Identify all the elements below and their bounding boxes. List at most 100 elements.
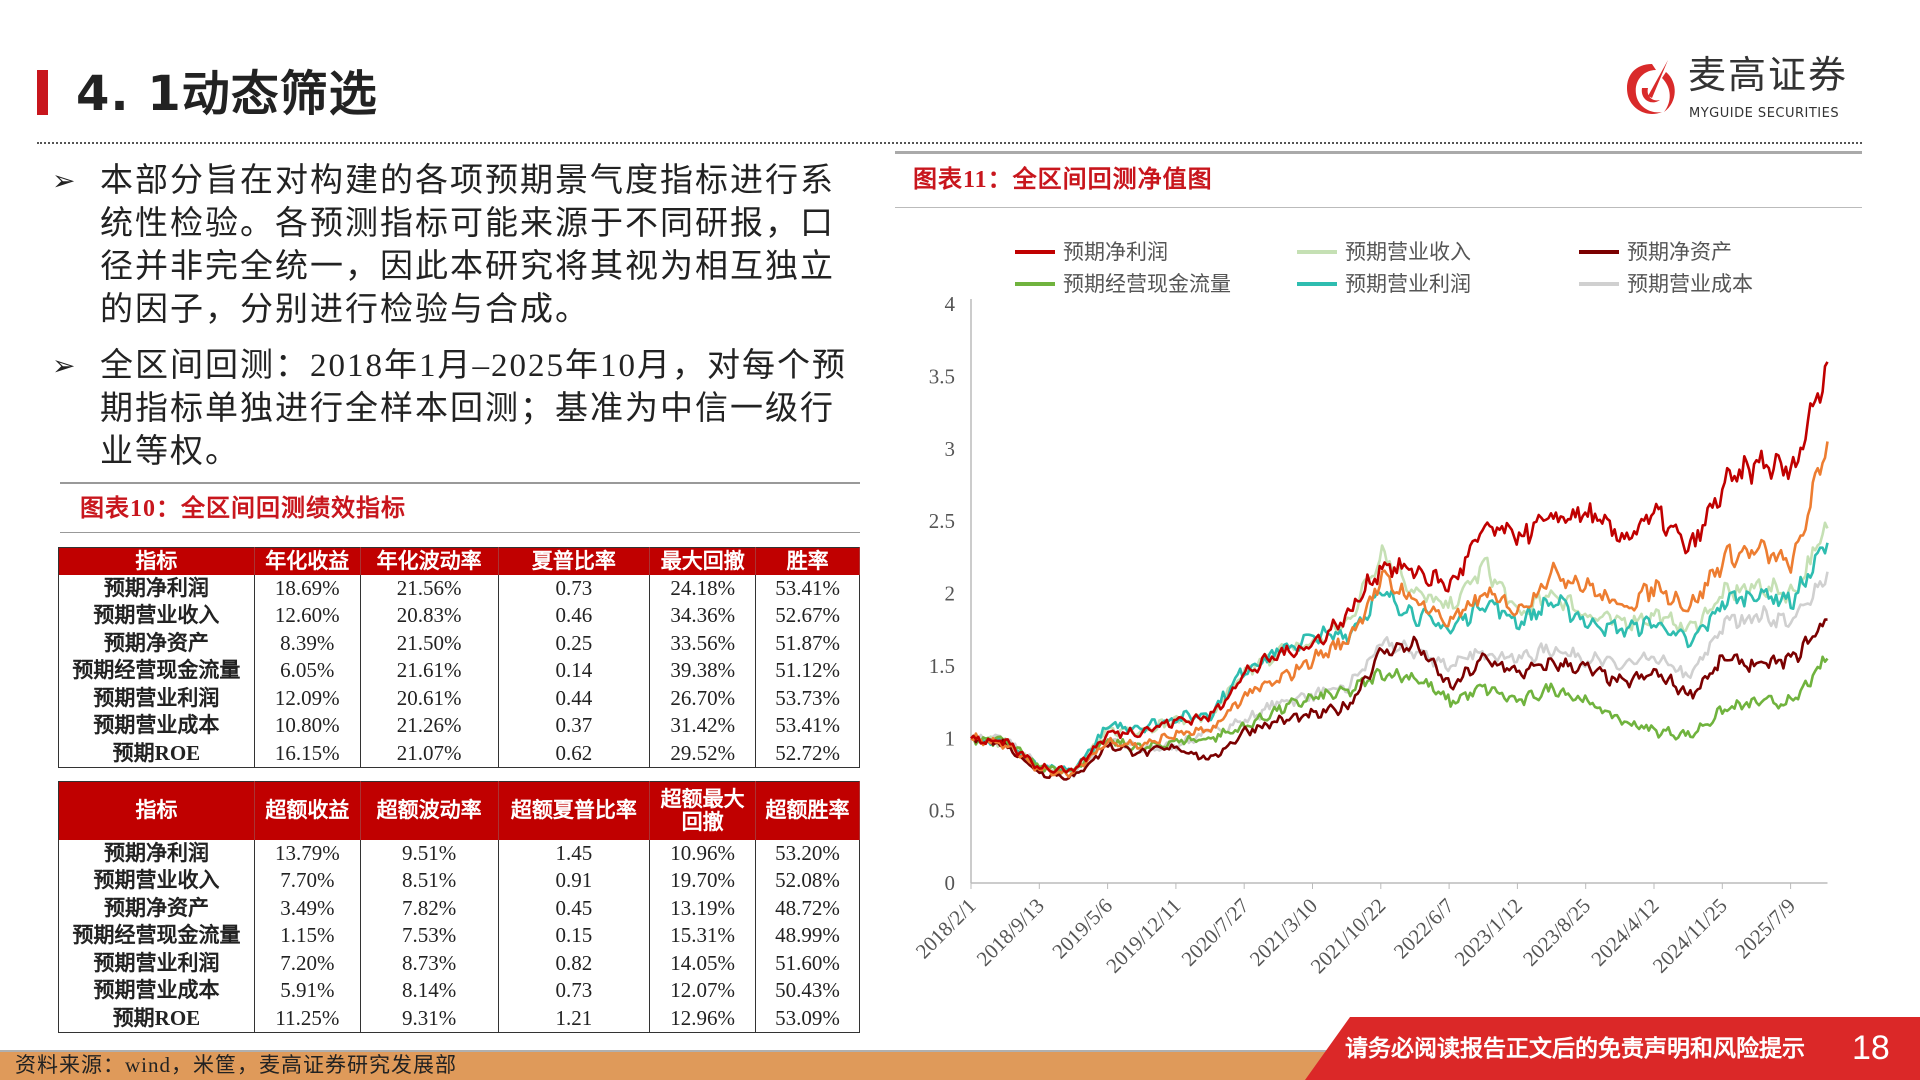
legend-swatch [1579, 282, 1619, 286]
x-tick-label: 2021/10/22 [1306, 894, 1391, 979]
column-header: 超额收益 [254, 781, 361, 840]
table-row: 预期营业利润 12.09% 20.61% 0.44 26.70% 53.73% [58, 684, 860, 712]
table-cell: 1.45 [498, 839, 651, 867]
table-cell: 0.44 [498, 684, 651, 712]
table-cell: 51.12% [755, 657, 860, 685]
series-line [970, 618, 1828, 781]
table-cell: 29.52% [649, 739, 757, 767]
legend-label: 预期经营现金流量 [1063, 272, 1231, 296]
table-cell: 1.21 [498, 1004, 651, 1032]
table-cell: 8.73% [360, 949, 499, 977]
divider [60, 482, 860, 484]
table-cell: 20.61% [360, 684, 499, 712]
legend-swatch [1297, 250, 1337, 254]
legend-item: 预期营业收入 [1297, 240, 1471, 264]
table-cell: 8.51% [360, 867, 499, 895]
table-cell: 9.51% [360, 839, 499, 867]
series-line [970, 542, 1829, 773]
row-label: 预期营业利润 [58, 949, 255, 977]
table-cell: 12.07% [649, 977, 757, 1005]
row-label: 预期经营现金流量 [58, 922, 255, 950]
table-header-row: 指标 超额收益 超额波动率 超额夏普比率 超额最大回撤 超额胜率 [58, 781, 860, 840]
x-tick-label: 2022/6/7 [1389, 894, 1459, 964]
y-tick-label: 1 [945, 726, 956, 750]
table-cell: 0.37 [498, 712, 651, 740]
table-cell: 48.72% [755, 894, 860, 922]
legend-item: 预期经营现金流量 [1015, 272, 1231, 296]
table-cell: 53.41% [755, 574, 860, 602]
table-row: 预期净利润 13.79% 9.51% 1.45 10.96% 53.20% [58, 839, 860, 867]
x-tick-label: 2023/8/25 [1518, 894, 1595, 971]
row-label: 预期营业成本 [58, 977, 255, 1005]
column-header: 超额波动率 [360, 781, 499, 840]
performance-table: 指标 年化收益 年化波动率 夏普比率 最大回撤 胜率 预期净利润 18.69% 21.56% 0… [58, 547, 860, 768]
header-divider [37, 142, 1862, 144]
table-cell: 5.91% [254, 977, 361, 1005]
y-tick-label: 1.5 [929, 654, 955, 678]
table-cell: 11.25% [254, 1004, 361, 1032]
column-header: 超额夏普比率 [498, 781, 651, 840]
table-row: 预期净利润 18.69% 21.56% 0.73 24.18% 53.41% [58, 574, 860, 602]
source-note: 资料来源：wind，米筐，麦高证券研究发展部 [15, 1053, 457, 1077]
table-cell: 18.69% [254, 574, 361, 602]
table-cell: 0.45 [498, 894, 651, 922]
table-cell: 21.07% [360, 739, 499, 767]
legend-label: 预期净资产 [1627, 240, 1732, 264]
y-tick-label: 0.5 [929, 799, 955, 823]
table-cell: 12.60% [254, 602, 361, 630]
table-cell: 52.08% [755, 867, 860, 895]
table-cell: 53.09% [755, 1004, 860, 1032]
table-cell: 0.73 [498, 977, 651, 1005]
page-title: 4. 1动态筛选 [76, 66, 378, 122]
legend-label: 预期营业收入 [1345, 240, 1471, 264]
row-label: 预期净资产 [58, 894, 255, 922]
table-cell: 0.25 [498, 629, 651, 657]
series-line [970, 571, 1829, 779]
x-tick-label: 2018/2/1 [911, 894, 981, 964]
table-cell: 50.43% [755, 977, 860, 1005]
table-cell: 13.79% [254, 839, 361, 867]
row-label: 预期ROE [58, 739, 255, 767]
row-label: 预期经营现金流量 [58, 657, 255, 685]
nav-line-chart: 0 0.5 1 1.5 2 2.5 3 3.5 4 2018/2/12018/9/132019/5… [911, 292, 1829, 979]
table-cell: 7.70% [254, 867, 361, 895]
table-cell: 21.50% [360, 629, 499, 657]
table-cell: 21.56% [360, 574, 499, 602]
table-cell: 12.09% [254, 684, 361, 712]
title-accent-bar [37, 70, 48, 115]
table-cell: 8.14% [360, 977, 499, 1005]
table-cell: 33.56% [649, 629, 757, 657]
row-label: 预期营业成本 [58, 712, 255, 740]
table-cell: 8.39% [254, 629, 361, 657]
legend-label: 预期净利润 [1063, 240, 1168, 264]
table-cell: 53.20% [755, 839, 860, 867]
logo-swirl-icon [1627, 60, 1675, 115]
x-tick-label: 2019/5/6 [1047, 894, 1117, 964]
logo-text-en: MYGUIDE SECURITIES [1689, 106, 1840, 121]
table-cell: 51.87% [755, 629, 860, 657]
legend-label: 预期营业利润 [1345, 272, 1471, 296]
legend-swatch [1579, 250, 1619, 254]
row-label: 预期净资产 [58, 629, 255, 657]
table-row: 预期营业利润 7.20% 8.73% 0.82 14.05% 51.60% [58, 949, 860, 977]
x-tick-label: 2024/11/25 [1648, 894, 1732, 978]
column-header: 年化波动率 [360, 547, 499, 575]
table-row: 预期经营现金流量 1.15% 7.53% 0.15 15.31% 48.99% [58, 922, 860, 950]
table-cell: 9.31% [360, 1004, 499, 1032]
y-tick-label: 2 [945, 582, 956, 606]
table-cell: 53.73% [755, 684, 860, 712]
table-cell: 51.60% [755, 949, 860, 977]
arrow-bullet-icon: ➢ [52, 166, 78, 197]
bullet-paragraph: ➢ 本部分旨在对构建的各项预期景气度指标进行系统性检验。各预测指标可能来源于不同… [52, 160, 862, 332]
table-row: 预期净资产 3.49% 7.82% 0.45 13.19% 48.72% [58, 894, 860, 922]
table-cell: 31.42% [649, 712, 757, 740]
series-line [970, 361, 1829, 774]
legend-label: 预期营业成本 [1627, 272, 1753, 296]
y-tick-label: 3.5 [929, 364, 955, 388]
table-cell: 26.70% [649, 684, 757, 712]
page-number: 18 [1852, 1029, 1890, 1067]
column-header: 超额胜率 [755, 781, 860, 840]
table-cell: 0.73 [498, 574, 651, 602]
legend-item: 预期营业成本 [1579, 272, 1753, 296]
table-row: 预期营业收入 12.60% 20.83% 0.46 34.36% 52.67% [58, 602, 860, 630]
